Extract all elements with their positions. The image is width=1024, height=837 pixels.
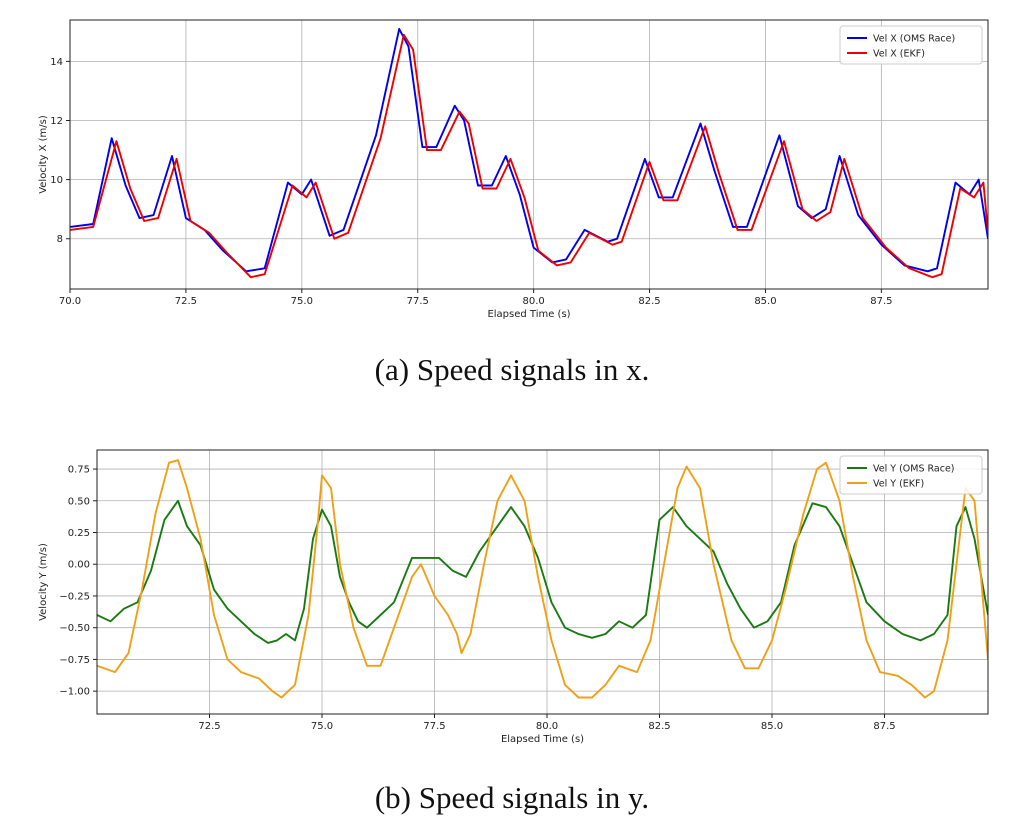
chart-velocity-x: 70.0 72.5 75.0 77.5 80.0 82.5 85.0 87.5 8 10 12 14 E… <box>38 19 989 320</box>
y-tick-label: 0.00 <box>68 560 90 571</box>
y-tick-label: 0.50 <box>68 496 90 507</box>
x-tick-label: 87.5 <box>870 296 892 307</box>
y-tick-label: 8 <box>57 234 63 245</box>
x-axis-label: Elapsed Time (s) <box>487 309 570 320</box>
y-tick-label: 0.75 <box>68 465 90 476</box>
legend-label-1: Vel Y (EKF) <box>873 479 924 490</box>
y-tick-label: −1.00 <box>59 687 90 698</box>
legend-label-0: Vel Y (OMS Race) <box>873 464 955 475</box>
y-tick-label: 10 <box>50 175 63 186</box>
legend-label-0: Vel X (OMS Race) <box>873 34 955 45</box>
x-tick-label: 72.5 <box>175 296 197 307</box>
series-line-0 <box>70 27 988 273</box>
y-axis-label: Velocity Y (m/s) <box>38 543 49 621</box>
y-tick-label: 0.25 <box>68 528 90 539</box>
plot-frame <box>96 449 989 715</box>
plot-frame <box>69 19 989 290</box>
x-tick-label: 80.0 <box>523 296 545 307</box>
legend-box <box>839 455 983 495</box>
series-line-1 <box>70 33 988 279</box>
x-tick-label: 72.5 <box>198 721 220 732</box>
y-tick-label: 12 <box>50 116 63 127</box>
y-tick-label: −0.50 <box>59 623 90 634</box>
x-tick-label: 87.5 <box>873 721 895 732</box>
x-tick-label: 77.5 <box>423 721 445 732</box>
x-tick-label: 70.0 <box>59 296 81 307</box>
x-axis-label: Elapsed Time (s) <box>501 734 584 745</box>
legend-box <box>839 25 983 65</box>
chart-velocity-y: 72.5 75.0 77.5 80.0 82.5 85.0 87.5 0.75 0.50 0.25… <box>38 449 989 745</box>
x-tick-label: 77.5 <box>407 296 429 307</box>
x-tick-label: 85.0 <box>761 721 783 732</box>
series-line-0 <box>97 499 988 644</box>
x-tick-label: 75.0 <box>311 721 333 732</box>
y-tick-label: −0.75 <box>59 655 90 666</box>
y-tick-label: −0.25 <box>59 591 90 602</box>
x-tick-label: 82.5 <box>638 296 660 307</box>
caption-b: (b) Speed signals in y. <box>374 780 650 815</box>
x-tick-label: 80.0 <box>536 721 558 732</box>
y-tick-label: 14 <box>50 57 63 68</box>
x-tick-label: 75.0 <box>291 296 313 307</box>
caption-a: (a) Speed signals in x. <box>374 352 650 387</box>
series-line-1 <box>97 459 988 699</box>
y-axis-label: Velocity X (m/s) <box>38 115 49 194</box>
legend-label-1: Vel X (EKF) <box>873 49 925 60</box>
x-tick-label: 82.5 <box>648 721 670 732</box>
x-tick-label: 85.0 <box>754 296 776 307</box>
